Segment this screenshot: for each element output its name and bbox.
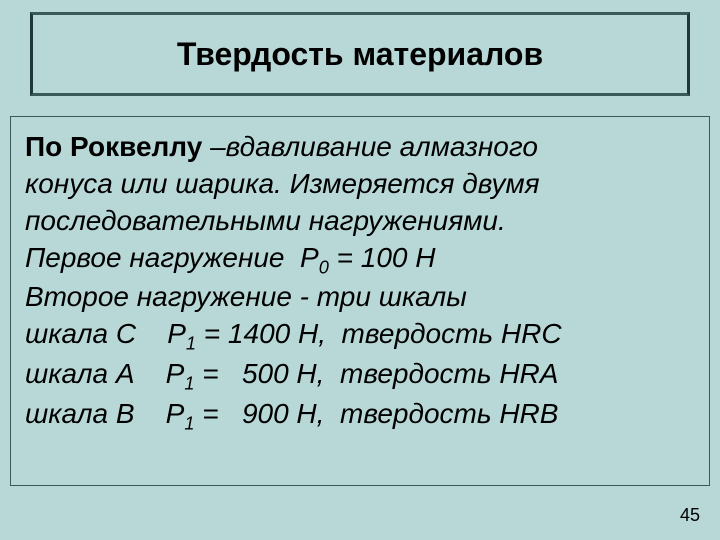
first-load-label: Первое нагружение Р [25,242,319,273]
scale-a-val: = 500 Н, твердость HRA [194,358,558,389]
scale-c-sub: 1 [186,334,196,354]
scale-a-label: шкала А Р [25,358,184,389]
body-text: По Роквеллу –вдавливание алмазного конус… [25,129,695,435]
scale-b-sub: 1 [184,413,194,433]
scale-c-label: шкала С Р [25,318,186,349]
scale-c-val: = 1400 Н, твердость HRC [196,318,562,349]
scale-c-row: шкала С Р1 = 1400 Н, твердость HRC [25,318,562,349]
scale-a-sub: 1 [184,374,194,394]
body-box: По Роквеллу –вдавливание алмазного конус… [10,116,710,486]
first-load-sub: 0 [319,257,329,277]
slide-title: Твердость материалов [177,36,543,73]
first-load-row: Первое нагружение Р0 = 100 Н [25,242,436,273]
scale-b-val: = 900 Н, твердость HRВ [194,398,558,429]
scale-b-label: шкала В Р [25,398,184,429]
first-load-val: = 100 Н [329,242,436,273]
title-box: Твердость материалов [30,12,690,96]
scale-a-row: шкала А Р1 = 500 Н, твердость HRA [25,358,558,389]
intro-bold: По Роквеллу [25,131,210,162]
second-load-label: Второе нагружение - три шкалы [25,281,467,312]
intro-line3: последовательными нагружениями. [25,205,506,236]
scale-b-row: шкала В Р1 = 900 Н, твердость HRВ [25,398,558,429]
intro-line1: –вдавливание алмазного [210,131,538,162]
intro-line2: конуса или шарика. Измеряется двумя [25,168,540,199]
page-number: 45 [680,505,700,526]
